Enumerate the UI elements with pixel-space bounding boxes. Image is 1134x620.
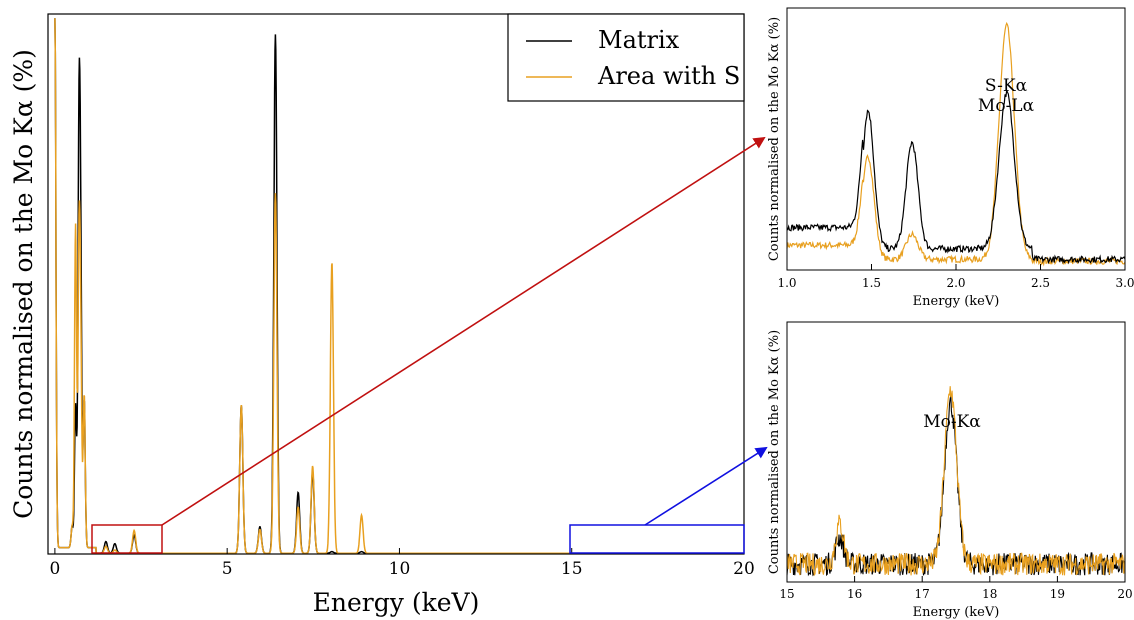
inset-low-x-axis-label: Energy (keV) [913,294,1000,309]
inset-low-series-matrix [786,90,1126,265]
inset-low-x-ticks: 1.0 1.5 2.0 2.5 3.0 [777,264,1134,290]
inset-high-x-tick-label: 15 [779,587,794,601]
inset-low-series-area-with-s [786,21,1126,267]
annotation-mo-ka: Mo-Kα [923,412,981,432]
main-x-ticks: 0 5 10 15 20 [49,548,755,579]
main-panel: 0 5 10 15 20 Energy (keV) Counts normalised … [9,13,755,617]
inset-low-plot-frame [786,7,1126,271]
main-x-tick-label: 15 [561,559,583,579]
annotation-s-ka: S-Kα [985,76,1028,96]
inset-low-x-tick-label: 1.5 [862,276,881,290]
inset-low-x-tick-label: 3.0 [1115,276,1134,290]
inset-low-x-tick-label: 2.0 [946,276,965,290]
zoom-arrow-low-energy [161,136,766,526]
inset-low-curves [786,21,1126,267]
inset-high-x-ticks: 15 16 17 18 19 20 [779,576,1133,601]
inset-high-x-tick-label: 20 [1117,587,1132,601]
zoom-box-high-energy [569,524,745,554]
inset-high-curves [786,386,1126,577]
inset-high-panel: 15 16 17 18 19 20 Energy (keV) Counts normali… [767,321,1133,620]
legend-box [507,13,745,102]
inset-high-x-tick-label: 18 [982,587,997,601]
inset-low-x-tick-label: 1.0 [777,276,796,290]
legend-matrix-label: Matrix [598,26,680,54]
zoom-arrow-high-energy [644,446,768,526]
zoom-box-low-energy [91,524,163,554]
main-x-tick-label: 0 [49,559,60,579]
main-plot-frame [47,13,745,555]
main-x-tick-label: 5 [222,559,233,579]
legend-area-with-s-label: Area with S [597,62,740,90]
inset-low-y-axis-label: Counts normalised on the Mo Kα (%) [767,17,782,261]
inset-high-y-axis-label: Counts normalised on the Mo Kα (%) [767,330,782,574]
inset-low-x-tick-label: 2.5 [1031,276,1050,290]
inset-high-x-axis-label: Energy (keV) [913,605,1000,620]
inset-high-x-tick-label: 16 [847,587,862,601]
inset-high-plot-frame [786,321,1126,583]
main-x-tick-label: 10 [389,559,411,579]
annotation-mo-la: Mo-Lα [978,96,1035,116]
main-x-axis-label: Energy (keV) [313,588,480,617]
inset-high-x-tick-label: 19 [1050,587,1065,601]
inset-high-series-area-with-s [786,386,1126,577]
main-x-tick-label: 20 [733,559,755,579]
main-y-axis-label: Counts normalised on the Mo Kα (%) [9,49,38,519]
inset-low-panel: 1.0 1.5 2.0 2.5 3.0 Energy (keV) Counts norm… [767,7,1134,309]
inset-high-x-tick-label: 17 [915,587,930,601]
legend: Matrix Area with S [507,13,745,102]
